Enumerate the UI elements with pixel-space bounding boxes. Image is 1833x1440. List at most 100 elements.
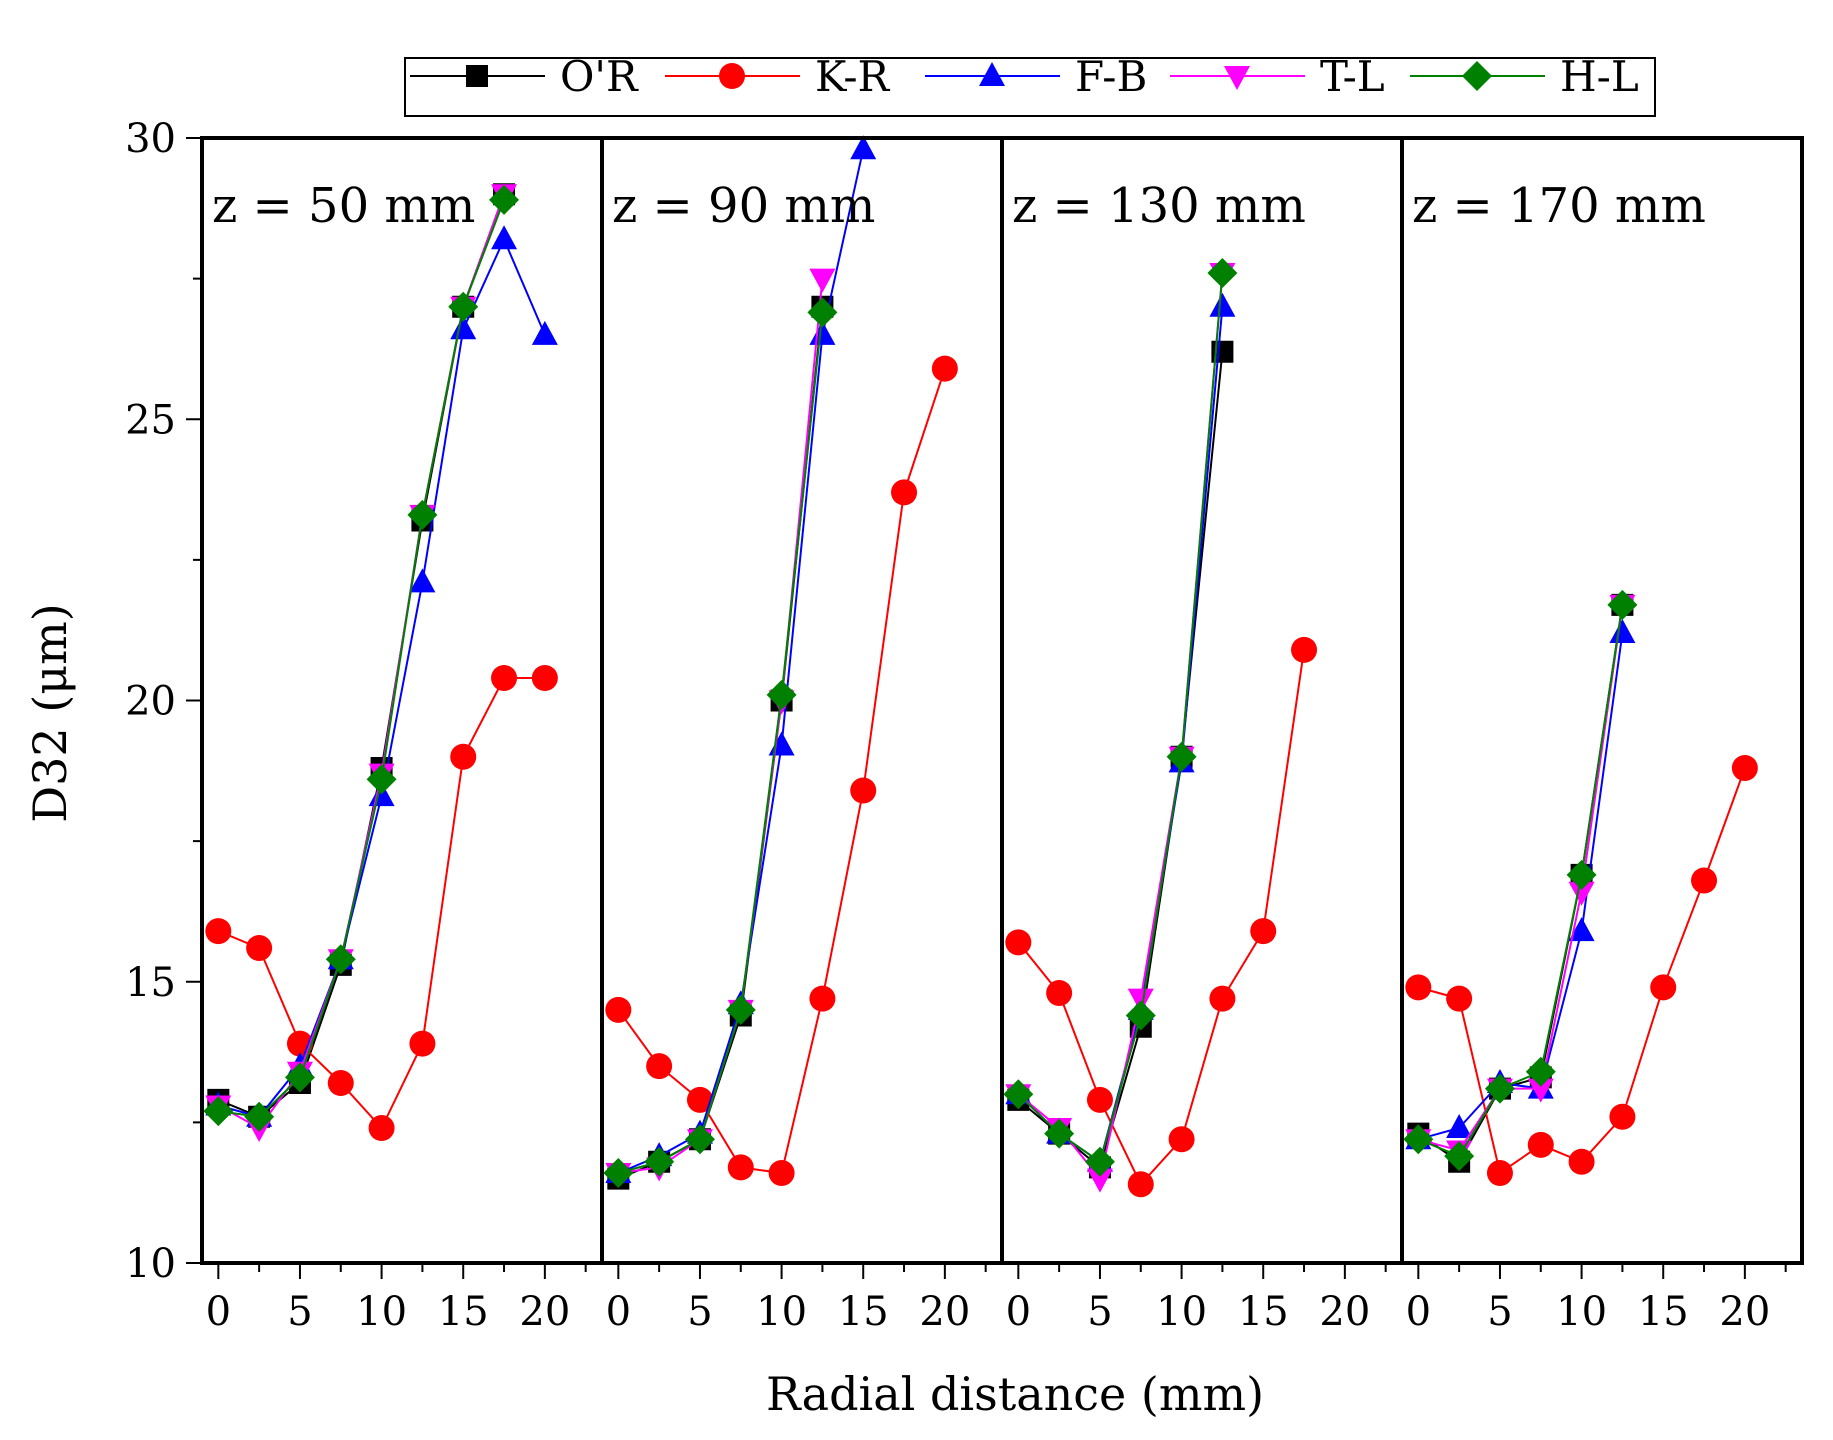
legend-label: F-B xyxy=(1075,52,1147,101)
data-point xyxy=(644,1146,675,1177)
plot-area: 0 5 10 15 20 z = 50 mm 0 5 10 15 20 z = 90 mm 0 5 10 15… xyxy=(125,116,1804,1335)
data-point xyxy=(725,994,756,1025)
x-tick-label: 0 xyxy=(606,1289,631,1335)
data-point xyxy=(1731,755,1758,781)
data-point xyxy=(366,764,397,795)
data-point xyxy=(1046,980,1073,1006)
data-point xyxy=(809,985,836,1012)
x-tick-label: 10 xyxy=(356,1289,407,1335)
data-point xyxy=(203,1096,234,1127)
data-point xyxy=(531,320,558,345)
data-point xyxy=(1003,1079,1034,1110)
data-point xyxy=(1650,974,1677,1001)
legend-label: K-R xyxy=(815,52,891,101)
data-point xyxy=(1607,589,1638,620)
x-tick-label: 10 xyxy=(1556,1289,1607,1335)
data-point xyxy=(1527,1131,1554,1158)
y-tick-label: 20 xyxy=(125,679,176,725)
data-point xyxy=(1444,1141,1475,1172)
data-point xyxy=(205,918,232,945)
series-k-r xyxy=(1005,636,1318,1198)
panel-1: 0 5 10 15 20 z = 50 mm xyxy=(203,178,587,1335)
legend-label: O'R xyxy=(560,52,639,101)
data-point xyxy=(809,268,836,293)
data-point xyxy=(407,499,438,530)
data-point xyxy=(491,665,518,691)
legend-marker xyxy=(719,63,745,89)
data-point xyxy=(686,1086,713,1113)
panel-3: 0 5 10 15 20 z = 130 mm xyxy=(1003,178,1387,1335)
data-point xyxy=(368,1115,395,1141)
legend-marker xyxy=(466,65,488,87)
x-tick-label: 15 xyxy=(1238,1289,1289,1335)
data-point xyxy=(1405,974,1432,1001)
data-point xyxy=(489,184,520,215)
data-point xyxy=(850,777,877,804)
x-tick-label: 20 xyxy=(1719,1289,1770,1335)
data-point xyxy=(1609,619,1636,643)
x-tick-label: 0 xyxy=(206,1289,231,1335)
data-point xyxy=(1568,881,1595,906)
legend-label: H-L xyxy=(1560,52,1639,101)
data-point xyxy=(768,1160,795,1186)
data-point xyxy=(684,1124,715,1155)
panel-label: z = 90 mm xyxy=(612,178,875,234)
y-tick-label: 25 xyxy=(125,397,176,443)
y-axis: 10 15 20 25 30 xyxy=(125,116,202,1287)
legend-entry-o-r: O'R xyxy=(410,52,639,101)
data-point xyxy=(1127,1171,1154,1198)
series-line xyxy=(1017,649,1305,1187)
data-point xyxy=(1403,1124,1434,1155)
data-point xyxy=(1250,918,1277,945)
data-point xyxy=(327,1070,354,1096)
data-point xyxy=(409,1030,436,1057)
legend-marker xyxy=(1224,66,1250,90)
data-point xyxy=(850,135,877,160)
data-point xyxy=(1691,867,1718,894)
y-tick-label: 15 xyxy=(125,960,176,1006)
data-point xyxy=(1168,1126,1195,1153)
x-tick-label: 0 xyxy=(1406,1289,1431,1335)
data-point xyxy=(1446,985,1473,1012)
data-point xyxy=(766,679,797,710)
data-point xyxy=(1084,1146,1115,1177)
data-point xyxy=(1209,292,1236,317)
data-point xyxy=(1209,985,1236,1012)
data-point xyxy=(1207,258,1238,288)
panel-4: 0 5 10 15 20 z = 170 mm xyxy=(1403,178,1787,1335)
y-axis-title: D32 (μm) xyxy=(23,603,77,822)
data-point xyxy=(1086,1168,1113,1193)
legend-entry-h-l: H-L xyxy=(1410,52,1639,101)
data-point xyxy=(931,355,958,382)
x-tick-label: 5 xyxy=(287,1289,312,1335)
data-point xyxy=(244,1101,275,1132)
panel-label: z = 50 mm xyxy=(212,178,475,234)
legend-marker xyxy=(979,62,1005,86)
data-point xyxy=(1566,859,1597,890)
x-tick-label: 15 xyxy=(838,1289,889,1335)
data-point xyxy=(1005,929,1032,956)
data-point xyxy=(491,225,518,250)
x-tick-label: 5 xyxy=(687,1289,712,1335)
y-tick-label: 30 xyxy=(125,116,176,162)
data-point xyxy=(807,297,838,328)
series-k-r xyxy=(605,355,958,1186)
legend-entry-k-r: K-R xyxy=(665,52,891,101)
data-point xyxy=(1446,1114,1473,1138)
y-tick-label: 10 xyxy=(125,1241,176,1287)
legend-label: T-L xyxy=(1320,52,1385,101)
data-point xyxy=(1166,741,1197,772)
panel-label: z = 130 mm xyxy=(1012,178,1306,234)
x-tick-label: 10 xyxy=(1156,1289,1207,1335)
x-tick-label: 10 xyxy=(756,1289,807,1335)
x-tick-label: 0 xyxy=(1006,1289,1031,1335)
data-point xyxy=(450,743,477,770)
legend: O'R K-R F-B T-L H-L xyxy=(404,52,1656,117)
data-point xyxy=(1484,1073,1515,1104)
x-tick-label: 15 xyxy=(1638,1289,1689,1335)
panel-label: z = 170 mm xyxy=(1412,178,1706,234)
data-point xyxy=(531,665,558,691)
x-axis-title: Radial distance (mm) xyxy=(766,1367,1264,1421)
data-point xyxy=(1525,1056,1556,1087)
